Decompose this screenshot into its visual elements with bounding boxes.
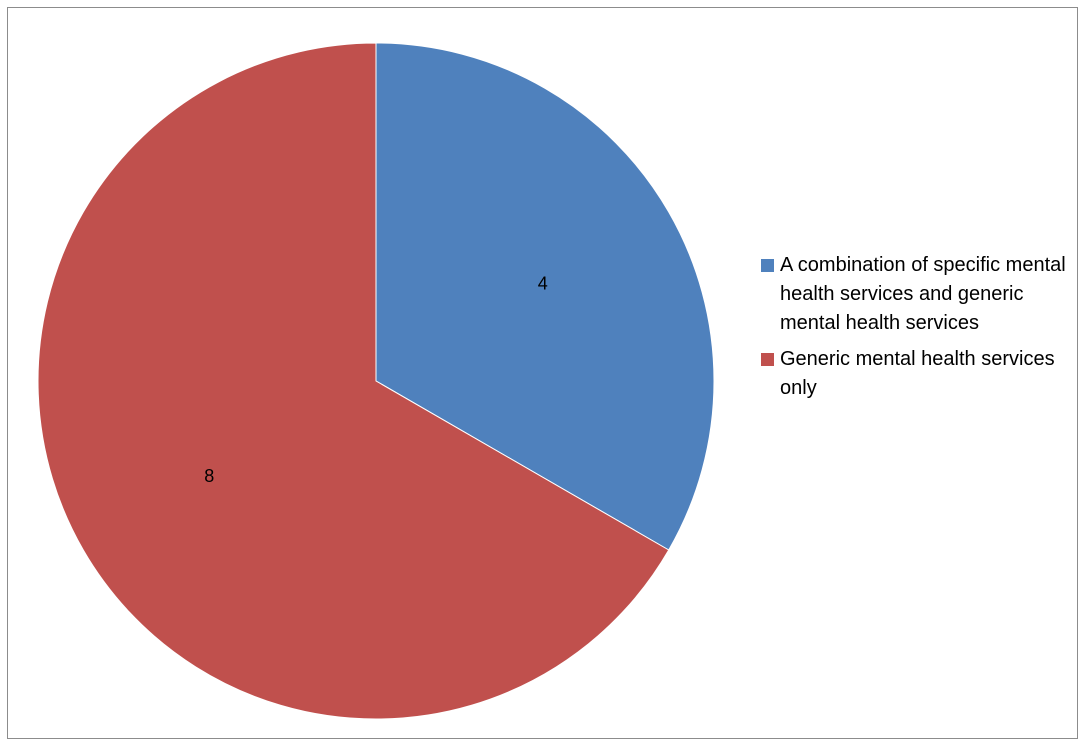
- legend-item-combination: A combination of specific mental health …: [761, 251, 1071, 338]
- data-label-generic: 8: [204, 466, 214, 486]
- legend-swatch-generic: [761, 353, 774, 366]
- pie-slice-generic: [37, 42, 670, 720]
- legend-swatch-combination: [761, 259, 774, 272]
- data-label-combination: 4: [538, 273, 548, 293]
- legend-label-generic: Generic mental health services only: [780, 348, 1055, 399]
- legend-label-combination: A combination of specific mental health …: [780, 254, 1066, 334]
- pie-slice-combination: [375, 42, 715, 551]
- pie-slices: [37, 42, 715, 720]
- legend: A combination of specific mental health …: [761, 251, 1071, 410]
- legend-item-generic: Generic mental health services only: [761, 345, 1071, 403]
- pie-chart: 48: [37, 42, 715, 720]
- pie-data-labels: 48: [204, 273, 548, 486]
